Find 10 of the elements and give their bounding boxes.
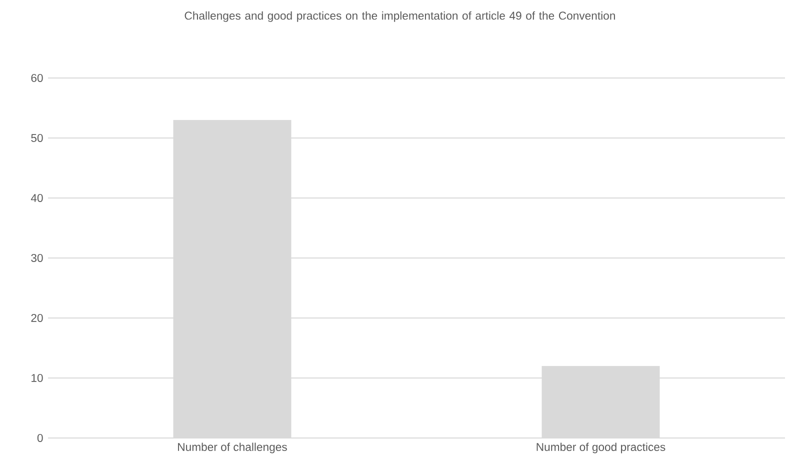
x-tick-label: Number of challenges	[178, 442, 287, 454]
chart-title: Challenges and good practices on the implementation of article 49 of the Convention	[184, 11, 615, 22]
y-tick-label: 20	[31, 314, 43, 322]
y-tick-label: 30	[31, 254, 43, 262]
y-tick-label: 50	[31, 134, 43, 142]
y-tick-label: 10	[32, 374, 43, 382]
x-tick-label: Number of good practices	[536, 442, 666, 454]
y-tick-label: 40	[30, 194, 43, 202]
y-tick-label: 60	[31, 74, 43, 82]
y-tick-label: 0	[37, 434, 43, 442]
